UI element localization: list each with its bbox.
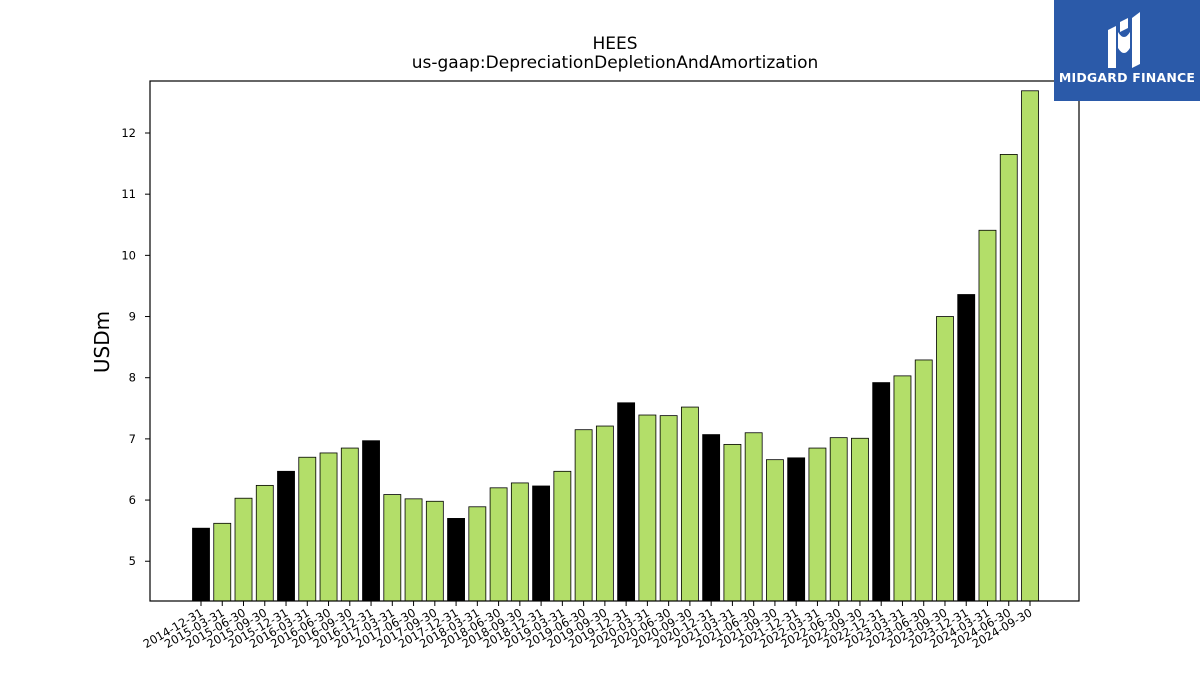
y-tick-label: 11 — [121, 187, 136, 201]
bar-2016-06-30 — [319, 452, 338, 602]
bar-2018-03-31 — [468, 506, 487, 602]
y-tick-label: 10 — [121, 248, 136, 262]
bar-2022-03-31 — [808, 447, 827, 602]
bars-group — [192, 90, 1039, 602]
y-tick-label: 5 — [129, 554, 136, 568]
bar-2019-03-31 — [553, 470, 572, 602]
y-tick-label: 6 — [129, 493, 136, 507]
bar-2017-12-31 — [447, 518, 465, 602]
bar-2022-12-31 — [872, 382, 891, 602]
chart-title: HEES — [592, 34, 637, 54]
bar-2014-12-31 — [192, 527, 210, 602]
bar-2019-09-30 — [595, 425, 614, 602]
bar-2017-06-30 — [404, 498, 423, 602]
bar-2024-06-30 — [999, 154, 1018, 602]
bar-2021-09-30 — [766, 459, 784, 602]
y-tick-label: 9 — [129, 310, 136, 324]
y-tick-label: 12 — [121, 126, 136, 140]
bar-2018-06-30 — [489, 487, 508, 602]
bar-2016-09-30 — [340, 447, 359, 602]
bar-2021-12-31 — [787, 457, 806, 602]
y-tick-label: 7 — [129, 432, 136, 446]
bar-2020-06-30 — [659, 415, 678, 602]
bar-2020-03-31 — [638, 414, 657, 602]
bar-2018-09-30 — [510, 482, 529, 602]
midgard-finance-logo: MIDGARD FINANCE — [1054, 0, 1200, 101]
bar-2016-03-31 — [298, 456, 317, 602]
bar-2018-12-31 — [532, 485, 551, 602]
x-axis-ticks: 2014-12-312015-03-312015-06-302015-09-30… — [141, 601, 1035, 651]
bar-2020-12-31 — [702, 434, 721, 602]
y-axis-ticks: 5 6 7 8 9 10 11 12 — [121, 126, 150, 568]
bar-2023-12-31 — [957, 294, 976, 602]
bar-2021-03-31 — [723, 443, 742, 602]
bar-2023-09-30 — [936, 316, 954, 602]
chart-subtitle: us-gaap:DepreciationDepletionAndAmortiza… — [412, 53, 819, 73]
logo-text: MIDGARD FINANCE — [1058, 70, 1196, 85]
bar-2015-12-31 — [277, 470, 295, 602]
bar-2015-06-30 — [234, 497, 253, 602]
bar-2017-09-30 — [425, 500, 444, 602]
bar-2024-09-30 — [1021, 90, 1039, 602]
bar-2017-03-31 — [383, 494, 402, 602]
bar-2020-09-30 — [680, 406, 699, 602]
bar-2019-12-31 — [617, 402, 636, 602]
y-axis-label: USDm — [90, 311, 114, 373]
bar-2016-12-31 — [362, 440, 380, 602]
y-tick-label: 8 — [129, 371, 136, 385]
bar-2019-06-30 — [574, 429, 593, 602]
bar-2022-09-30 — [851, 437, 869, 602]
bar-2024-03-31 — [978, 229, 997, 602]
plot-frame — [149, 80, 1080, 602]
midgard-mark-icon — [1108, 12, 1140, 68]
bar-2021-06-30 — [744, 432, 763, 602]
bar-2015-09-30 — [255, 484, 274, 602]
bar-2022-06-30 — [829, 437, 848, 602]
bar-2023-06-30 — [914, 359, 933, 602]
bar-2015-03-31 — [213, 522, 232, 602]
bar-2023-03-31 — [893, 375, 912, 602]
